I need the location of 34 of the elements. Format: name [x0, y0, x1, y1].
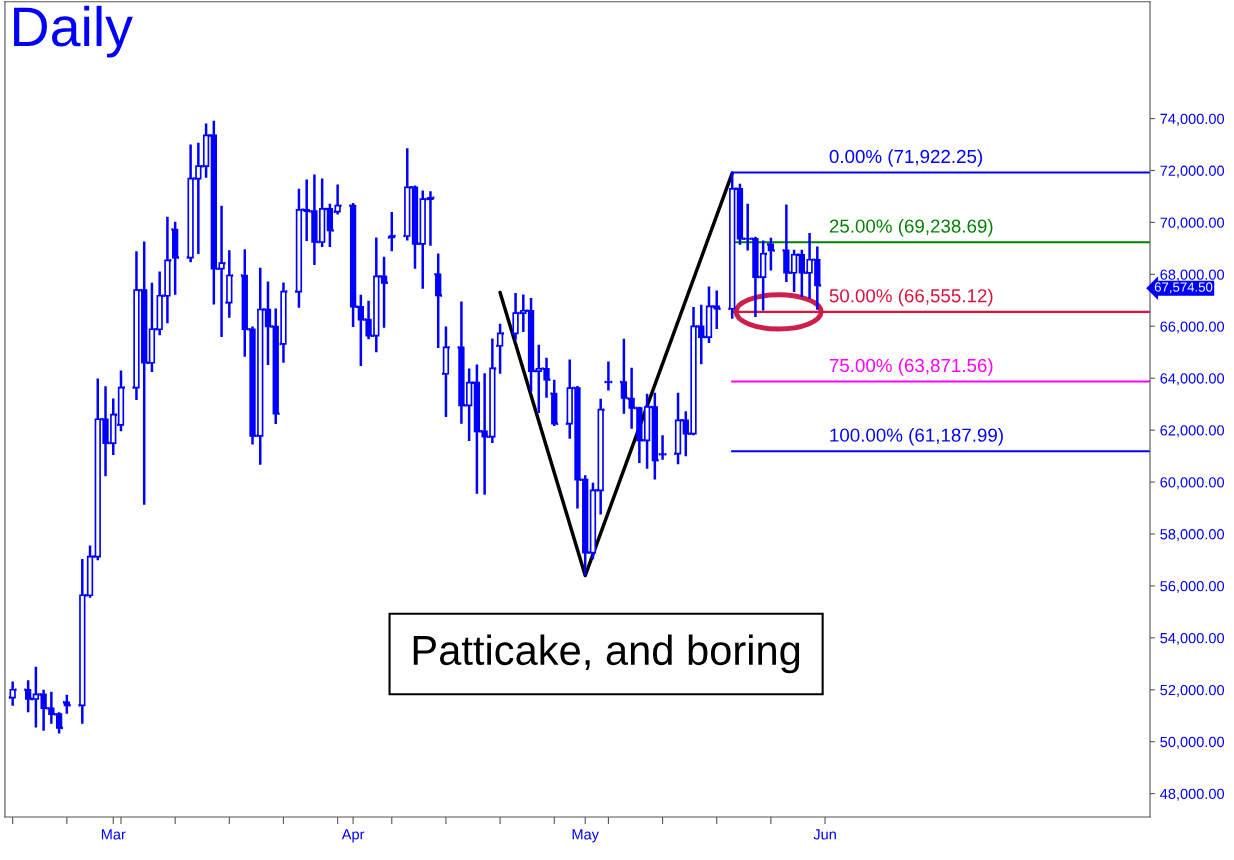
y-tick-label: 66,000.00	[1160, 321, 1225, 334]
ref-line-label: 100.00% (61,187.99)	[830, 428, 1003, 446]
ref-line-label: 0.00% (71,922.25)	[829, 149, 983, 167]
y-tick-label: 54,000.00	[1160, 632, 1225, 645]
y-tick-label: 56,000.00	[1160, 581, 1225, 594]
text: 67,574.50	[1154, 282, 1213, 294]
candlestick	[171, 220, 179, 297]
candlestick	[226, 249, 233, 320]
candlestick	[435, 252, 442, 350]
y-tick-label: 58,000.00	[1160, 529, 1225, 542]
y-tick-label: 68,000.00	[1160, 269, 1225, 282]
x-tick-label: Jun	[813, 829, 836, 840]
y-tick-label: 62,000.00	[1160, 425, 1225, 438]
y-tick-label: 64,000.00	[1160, 373, 1225, 386]
y-tick-label: 70,000.00	[1160, 217, 1225, 230]
candlestick	[9, 680, 16, 708]
x-tick-label: May	[572, 829, 599, 843]
y-tick-label: 60,000.00	[1160, 477, 1225, 490]
annotation: Patticake, and boring	[413, 634, 800, 674]
candlestick	[442, 325, 450, 419]
chart-title: Daily	[14, 5, 133, 58]
ref-line-label: 25.00% (69,238.69)	[829, 219, 993, 237]
ref-line-label: 50.00% (66,555.12)	[829, 288, 993, 307]
y-tick-label: 52,000.00	[1160, 684, 1225, 697]
candlestick	[767, 236, 775, 272]
ref-line-label: 75.00% (63,871.56)	[829, 358, 993, 376]
candlestick	[551, 378, 558, 428]
y-tick-label: 74,000.00	[1160, 113, 1225, 126]
x-tick-label: Mar	[101, 829, 126, 840]
y-tick-label: 48,000.00	[1160, 788, 1225, 801]
x-tick-label: Apr	[341, 829, 365, 843]
y-tick-label: 50,000.00	[1160, 736, 1225, 749]
y-tick-label: 72,000.00	[1160, 165, 1225, 178]
candlestick	[496, 322, 504, 375]
